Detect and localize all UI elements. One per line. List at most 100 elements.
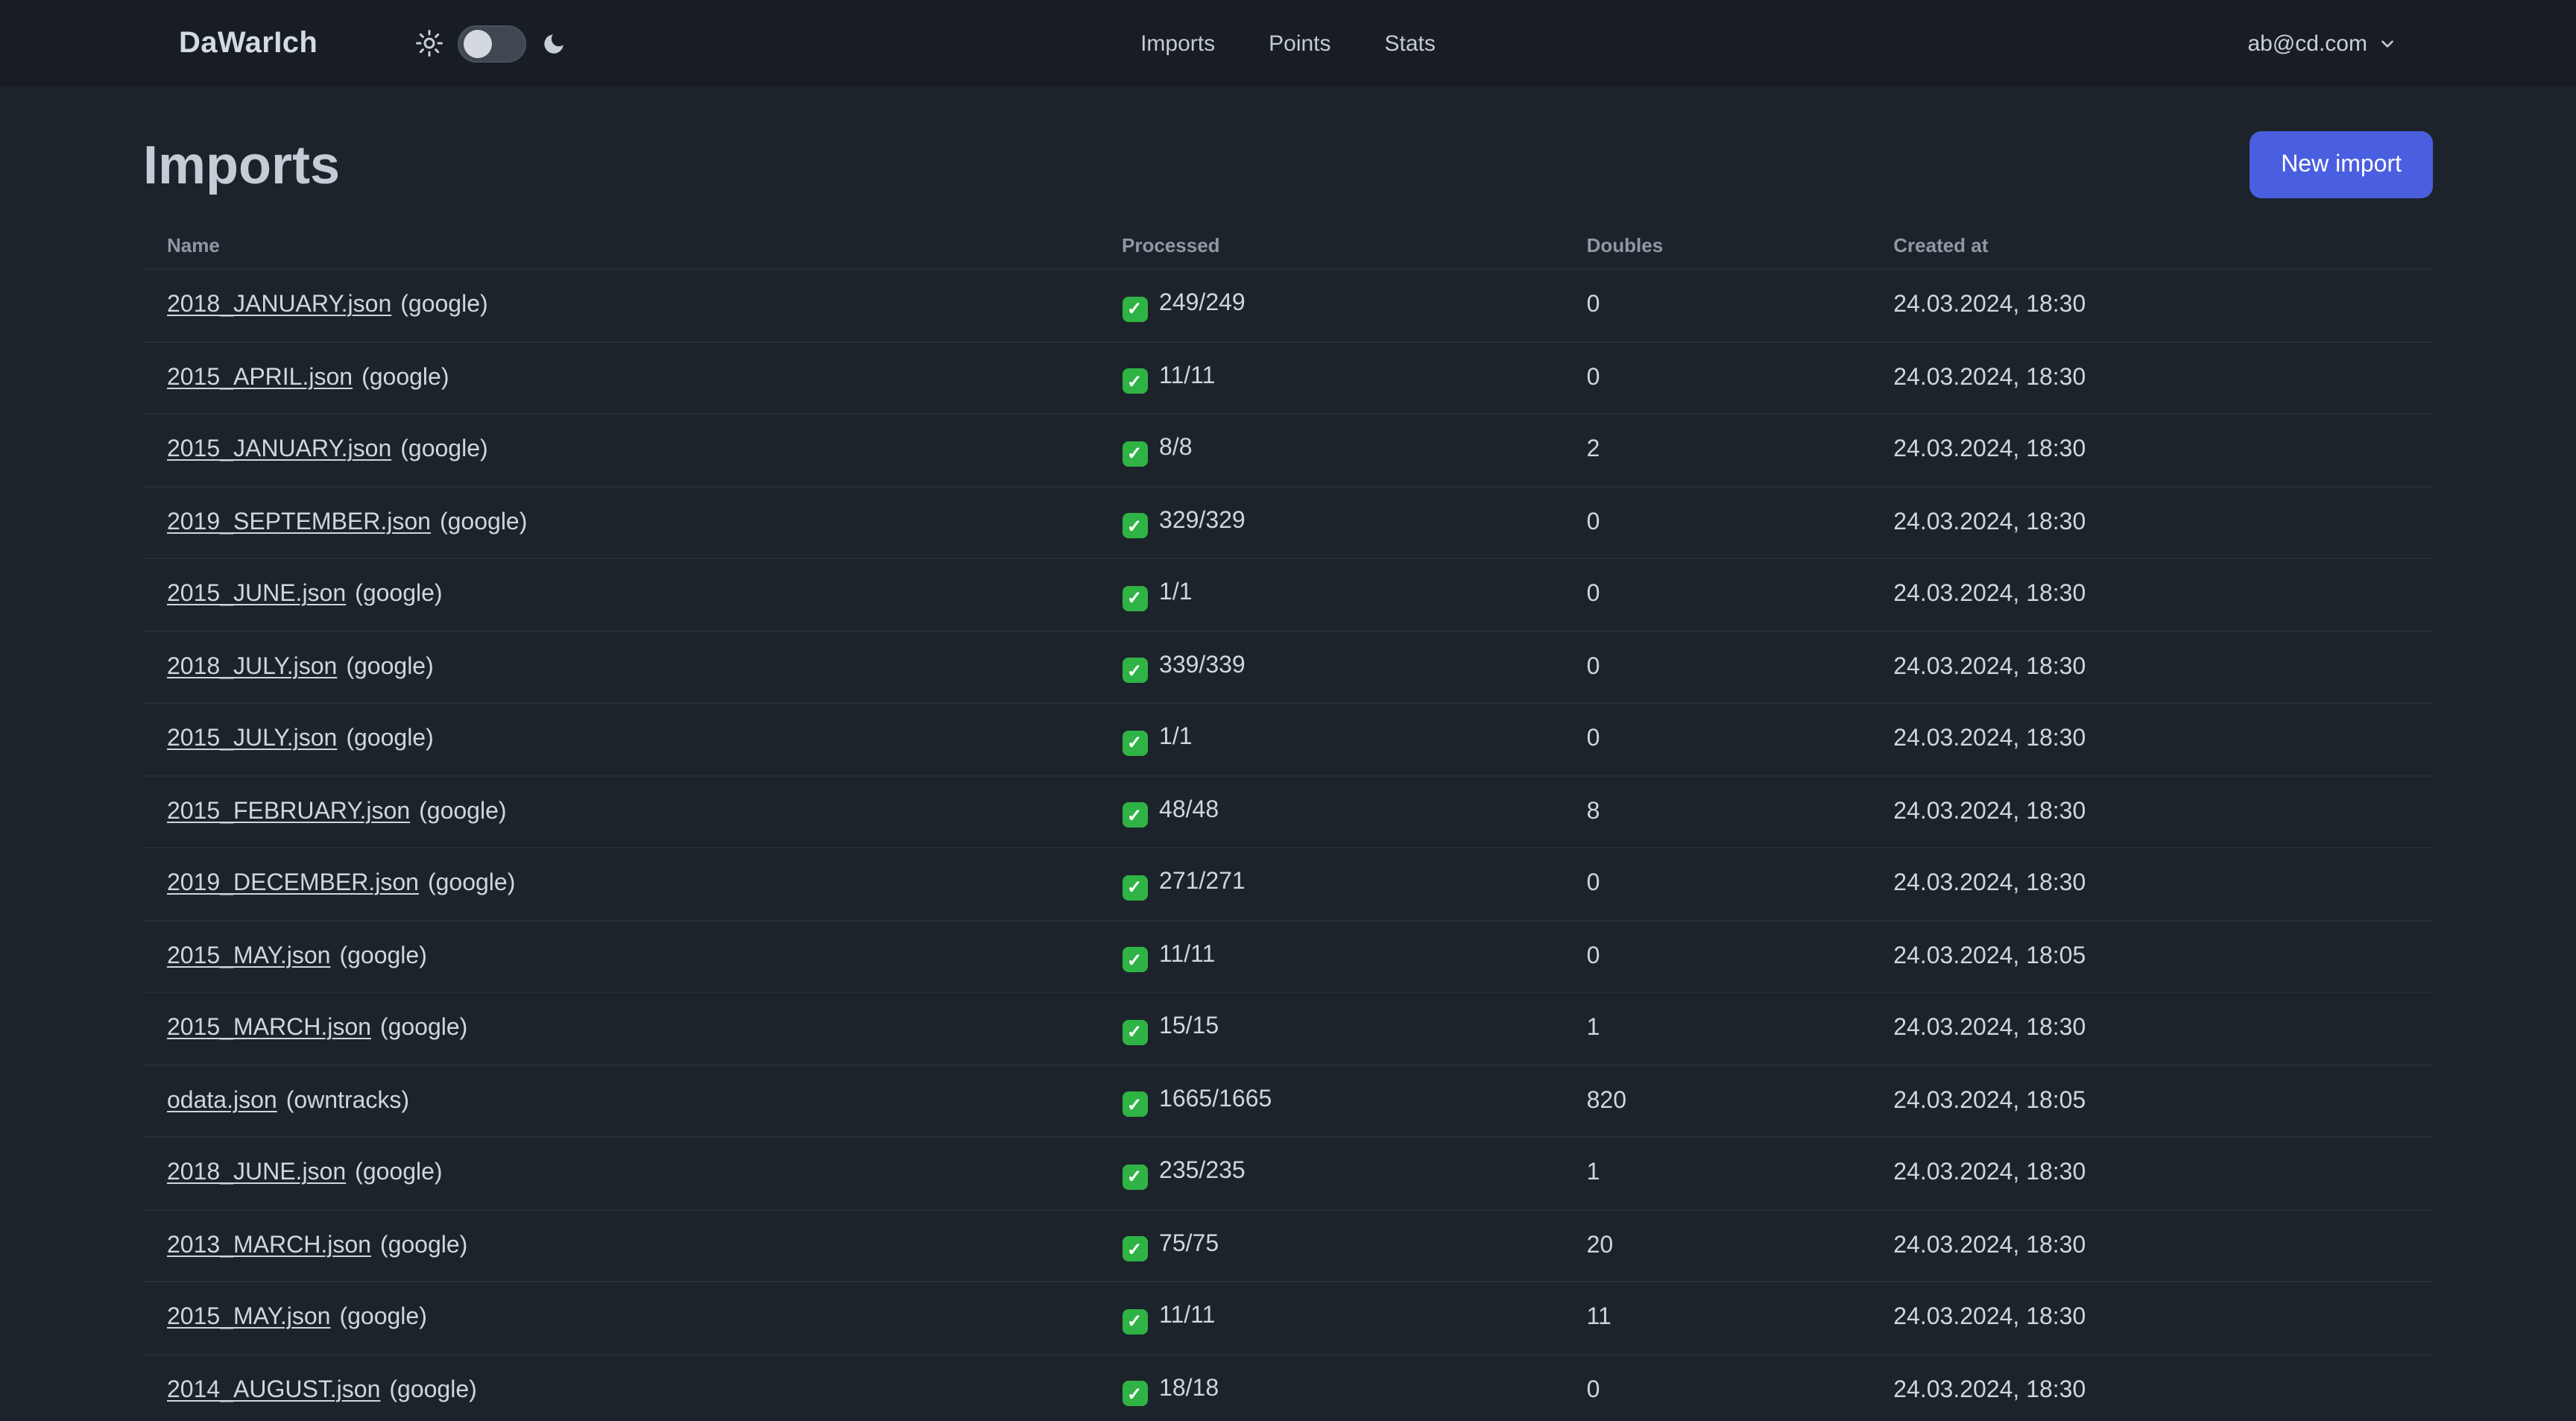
import-source-label: (google) bbox=[355, 582, 443, 608]
processed-count: 11/11 bbox=[1159, 1303, 1216, 1329]
doubles-cell: 0 bbox=[1562, 847, 1870, 920]
table-row: 2015_MARCH.json (google) ✓ 15/15 1 24.03.2… bbox=[143, 992, 2433, 1065]
import-file-link[interactable]: 2015_APRIL.json bbox=[167, 365, 353, 391]
theme-toggle-switch[interactable] bbox=[458, 25, 527, 62]
name-cell: 2018_JANUARY.json (google) bbox=[143, 268, 1099, 341]
name-cell: 2019_SEPTEMBER.json (google) bbox=[143, 485, 1099, 558]
import-source-label: (google) bbox=[419, 798, 507, 825]
import-source-label: (google) bbox=[400, 437, 488, 463]
main-nav: Imports Points Stats bbox=[1140, 0, 1436, 86]
success-check-icon: ✓ bbox=[1122, 513, 1148, 538]
success-check-icon: ✓ bbox=[1122, 658, 1148, 683]
import-file-link[interactable]: 2019_SEPTEMBER.json bbox=[167, 509, 431, 535]
processed-count: 329/329 bbox=[1159, 508, 1246, 533]
created-at-cell: 24.03.2024, 18:30 bbox=[1869, 1136, 2433, 1209]
success-check-icon: ✓ bbox=[1122, 875, 1148, 900]
name-cell: 2018_JULY.json (google) bbox=[143, 630, 1099, 703]
import-file-link[interactable]: 2018_JANUARY.json bbox=[167, 292, 392, 318]
name-cell: 2015_JANUARY.json (google) bbox=[143, 413, 1099, 486]
import-file-link[interactable]: 2015_FEBRUARY.json bbox=[167, 798, 411, 825]
table-row: odata.json (owntracks) ✓ 1665/1665 820 24.… bbox=[143, 1064, 2433, 1137]
created-at-cell: 24.03.2024, 18:30 bbox=[1869, 341, 2433, 414]
import-file-link[interactable]: 2018_JULY.json bbox=[167, 654, 338, 680]
name-cell: 2015_MARCH.json (google) bbox=[143, 992, 1099, 1065]
processed-cell: ✓ 48/48 bbox=[1098, 775, 1563, 848]
processed-count: 75/75 bbox=[1159, 1231, 1219, 1256]
doubles-cell: 0 bbox=[1562, 485, 1870, 558]
table-row: 2014_AUGUST.json (google) ✓ 18/18 0 24.03.… bbox=[143, 1353, 2433, 1421]
import-file-link[interactable]: 2014_AUGUST.json bbox=[167, 1377, 381, 1403]
nav-item-stats[interactable]: Stats bbox=[1384, 31, 1436, 56]
column-header-name: Name bbox=[167, 234, 220, 256]
table-row: 2015_FEBRUARY.json (google) ✓ 48/48 8 24.0… bbox=[143, 775, 2433, 848]
processed-cell: ✓ 1665/1665 bbox=[1098, 1064, 1563, 1137]
processed-cell: ✓ 11/11 bbox=[1098, 919, 1563, 992]
page-head: Imports New import bbox=[143, 131, 2433, 198]
table-row: 2015_JULY.json (google) ✓ 1/1 0 24.03.2024… bbox=[143, 702, 2433, 775]
import-file-link[interactable]: 2015_MAY.json bbox=[167, 1305, 331, 1331]
created-at-cell: 24.03.2024, 18:30 bbox=[1869, 630, 2433, 703]
processed-cell: ✓ 235/235 bbox=[1098, 1136, 1563, 1209]
user-menu[interactable]: ab@cd.com bbox=[2247, 31, 2397, 56]
table-row: 2018_JULY.json (google) ✓ 339/339 0 24.03.… bbox=[143, 630, 2433, 703]
imports-page: Imports New import Name Processed Double… bbox=[0, 131, 2576, 1421]
created-at-cell: 24.03.2024, 18:30 bbox=[1869, 1209, 2433, 1282]
processed-cell: ✓ 1/1 bbox=[1098, 702, 1563, 775]
table-row: 2019_DECEMBER.json (google) ✓ 271/271 0 24… bbox=[143, 847, 2433, 920]
doubles-cell: 20 bbox=[1562, 1209, 1870, 1282]
import-file-link[interactable]: 2015_MAY.json bbox=[167, 943, 331, 969]
processed-cell: ✓ 271/271 bbox=[1098, 847, 1563, 920]
import-file-link[interactable]: 2015_JULY.json bbox=[167, 726, 338, 752]
import-file-link[interactable]: odata.json bbox=[167, 1088, 277, 1114]
name-cell: 2019_DECEMBER.json (google) bbox=[143, 847, 1099, 920]
nav-item-points[interactable]: Points bbox=[1269, 31, 1331, 56]
processed-count: 11/11 bbox=[1159, 942, 1216, 967]
brand-logo[interactable]: DaWarIch bbox=[179, 26, 318, 59]
success-check-icon: ✓ bbox=[1122, 1308, 1148, 1334]
created-at-cell: 24.03.2024, 18:30 bbox=[1869, 268, 2433, 341]
doubles-cell: 1 bbox=[1562, 992, 1870, 1065]
name-cell: 2015_APRIL.json (google) bbox=[143, 341, 1099, 414]
name-cell: 2018_JUNE.json (google) bbox=[143, 1136, 1099, 1209]
name-cell: 2015_FEBRUARY.json (google) bbox=[143, 775, 1099, 848]
doubles-cell: 8 bbox=[1562, 775, 1870, 848]
processed-cell: ✓ 11/11 bbox=[1098, 1281, 1563, 1354]
import-file-link[interactable]: 2015_JANUARY.json bbox=[167, 437, 392, 463]
import-source-label: (google) bbox=[355, 1160, 443, 1186]
processed-cell: ✓ 339/339 bbox=[1098, 630, 1563, 703]
doubles-cell: 0 bbox=[1562, 558, 1870, 631]
doubles-cell: 0 bbox=[1562, 630, 1870, 703]
import-source-label: (google) bbox=[389, 1377, 477, 1403]
nav-item-imports[interactable]: Imports bbox=[1140, 31, 1216, 56]
import-file-link[interactable]: 2015_MARCH.json bbox=[167, 1015, 371, 1042]
name-cell: 2015_MAY.json (google) bbox=[143, 1281, 1099, 1354]
processed-count: 1/1 bbox=[1159, 580, 1193, 605]
imports-table-body: 2018_JANUARY.json (google) ✓ 249/249 0 24.… bbox=[143, 268, 2433, 1421]
processed-cell: ✓ 1/1 bbox=[1098, 558, 1563, 631]
processed-cell: ✓ 249/249 bbox=[1098, 268, 1563, 341]
processed-count: 18/18 bbox=[1159, 1376, 1219, 1401]
doubles-cell: 2 bbox=[1562, 413, 1870, 486]
table-row: 2013_MARCH.json (google) ✓ 75/75 20 24.03.… bbox=[143, 1209, 2433, 1282]
import-file-link[interactable]: 2018_JUNE.json bbox=[167, 1160, 347, 1186]
import-source-label: (google) bbox=[439, 509, 528, 535]
processed-count: 48/48 bbox=[1159, 797, 1219, 822]
created-at-cell: 24.03.2024, 18:30 bbox=[1869, 1281, 2433, 1354]
new-import-button[interactable]: New import bbox=[2250, 131, 2433, 198]
import-source-label: (google) bbox=[379, 1015, 468, 1042]
import-source-label: (google) bbox=[339, 943, 427, 969]
top-navbar: DaWarIch Imports Points Stats bbox=[0, 0, 2576, 86]
table-row: 2015_MAY.json (google) ✓ 11/11 0 24.03.202… bbox=[143, 919, 2433, 992]
processed-cell: ✓ 329/329 bbox=[1098, 485, 1563, 558]
table-row: 2015_JANUARY.json (google) ✓ 8/8 2 24.03.2… bbox=[143, 413, 2433, 486]
sun-icon bbox=[416, 30, 443, 57]
processed-count: 235/235 bbox=[1159, 1159, 1246, 1184]
import-source-label: (owntracks) bbox=[285, 1088, 410, 1114]
name-cell: 2014_AUGUST.json (google) bbox=[143, 1353, 1099, 1421]
import-file-link[interactable]: 2013_MARCH.json bbox=[167, 1232, 371, 1258]
import-file-link[interactable]: 2015_JUNE.json bbox=[167, 582, 347, 608]
import-source-label: (google) bbox=[379, 1232, 468, 1258]
column-header-doubles: Doubles bbox=[1586, 234, 1664, 256]
import-file-link[interactable]: 2019_DECEMBER.json bbox=[167, 871, 419, 897]
doubles-cell: 820 bbox=[1562, 1064, 1870, 1137]
